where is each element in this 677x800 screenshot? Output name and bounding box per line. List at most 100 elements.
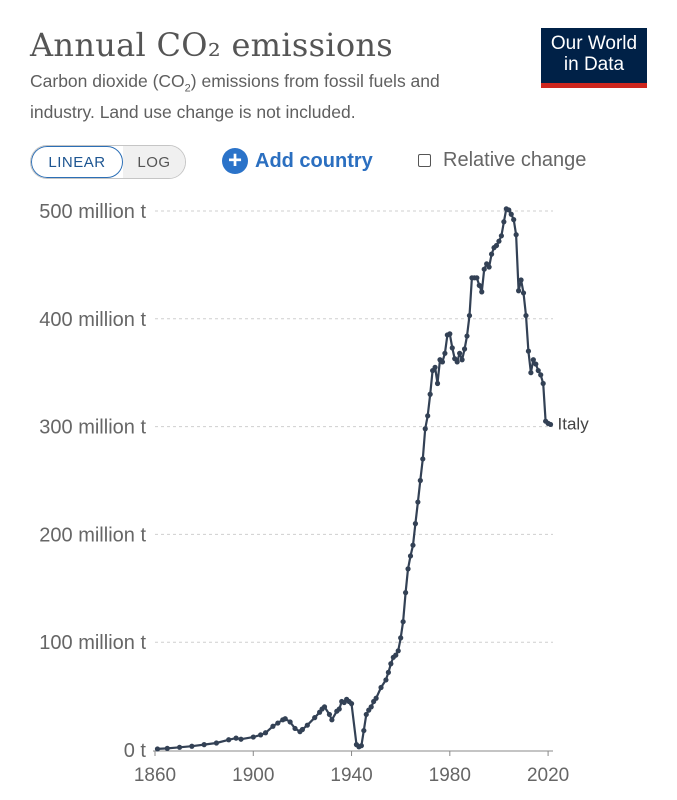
data-point xyxy=(506,207,512,213)
data-point xyxy=(535,367,541,374)
data-point xyxy=(498,233,505,239)
data-point xyxy=(442,350,448,356)
data-point xyxy=(250,734,256,740)
chart-series: Italy xyxy=(154,206,590,752)
data-point xyxy=(481,266,487,272)
x-tick-label: 1940 xyxy=(330,765,372,786)
data-point xyxy=(530,357,536,363)
plus-icon: + xyxy=(222,148,248,174)
data-point xyxy=(488,251,495,257)
data-point xyxy=(520,290,527,296)
data-point xyxy=(533,361,539,367)
data-point xyxy=(348,701,355,707)
data-point xyxy=(434,380,441,387)
data-point xyxy=(400,619,406,625)
data-point xyxy=(479,289,485,295)
log-scale-button[interactable]: LOG xyxy=(123,146,185,178)
data-point xyxy=(415,499,421,505)
data-point xyxy=(464,333,470,339)
data-point xyxy=(385,669,391,675)
data-point xyxy=(287,719,293,725)
data-point xyxy=(496,238,502,244)
linear-scale-button[interactable]: LINEAR xyxy=(31,146,123,178)
data-point xyxy=(388,661,394,667)
y-tick-label: 100 million t xyxy=(39,632,146,654)
data-point xyxy=(447,331,453,337)
data-point xyxy=(398,635,404,641)
data-point xyxy=(410,542,416,548)
data-point xyxy=(422,426,428,432)
data-point xyxy=(321,704,328,710)
x-tick-label: 1980 xyxy=(429,765,471,786)
data-point xyxy=(304,722,310,728)
data-point xyxy=(511,217,517,223)
chart-gridlines xyxy=(155,210,553,643)
logo-accent-bar xyxy=(541,83,647,88)
data-point xyxy=(501,219,507,225)
chart-subtitle: Carbon dioxide (CO2) emissions from foss… xyxy=(30,70,500,124)
data-point xyxy=(395,648,401,654)
data-point xyxy=(258,732,264,738)
data-point xyxy=(176,744,183,750)
subtitle-text-start: Carbon dioxide (CO xyxy=(30,71,185,91)
data-point xyxy=(476,282,482,288)
x-axis: 1860 1900 1940 1980 2020 xyxy=(134,750,569,786)
data-point xyxy=(474,275,480,281)
data-point xyxy=(528,370,534,376)
owid-logo[interactable]: Our World in Data xyxy=(541,28,647,88)
data-point xyxy=(513,232,519,238)
subtitle-text-end: ) emissions from fossil fuels and indust… xyxy=(30,71,440,122)
data-point xyxy=(412,521,419,527)
data-point xyxy=(508,211,514,217)
data-point xyxy=(466,312,473,319)
y-tick-label: 300 million t xyxy=(39,417,146,439)
data-point xyxy=(540,380,546,387)
data-point xyxy=(454,359,460,365)
series-line-italy xyxy=(157,207,551,750)
data-point xyxy=(493,242,500,249)
data-point xyxy=(432,364,438,370)
series-label-italy: Italy xyxy=(558,414,590,433)
data-point xyxy=(164,745,170,751)
data-point xyxy=(518,277,524,283)
data-point xyxy=(407,553,414,559)
subtitle-subscript: 2 xyxy=(184,82,191,95)
data-point xyxy=(270,723,276,729)
data-point xyxy=(213,740,220,746)
data-point xyxy=(373,695,379,701)
data-point xyxy=(358,743,364,749)
data-point xyxy=(402,590,409,596)
scale-toggle: LINEAR LOG xyxy=(30,145,186,179)
data-point xyxy=(420,456,426,462)
data-point xyxy=(329,717,335,723)
data-point xyxy=(299,726,306,733)
x-tick-label: 1860 xyxy=(134,765,176,786)
data-point xyxy=(189,743,195,749)
data-point xyxy=(516,288,522,294)
data-point xyxy=(459,357,465,363)
relative-change-checkbox[interactable]: Relative change xyxy=(418,149,586,172)
data-point xyxy=(417,477,423,484)
data-point xyxy=(486,264,492,270)
data-point xyxy=(523,312,529,319)
x-tick-label: 1900 xyxy=(232,765,274,786)
data-point xyxy=(368,704,374,710)
chart-title: Annual CO₂ emissions xyxy=(30,26,394,64)
relative-change-label: Relative change xyxy=(443,149,587,171)
data-point xyxy=(326,711,333,718)
data-point xyxy=(383,677,389,683)
data-point xyxy=(292,725,298,732)
data-point xyxy=(461,346,468,352)
data-point xyxy=(439,359,446,365)
y-tick-label: 200 million t xyxy=(39,524,146,546)
data-point xyxy=(312,715,318,721)
y-axis: 0 t 100 million t 200 million t 300 million… xyxy=(39,201,146,762)
data-point xyxy=(449,345,455,351)
data-point xyxy=(282,716,288,722)
data-point xyxy=(226,737,232,743)
data-point xyxy=(393,652,399,658)
add-country-button[interactable]: + Add country xyxy=(222,147,373,175)
x-tick-label: 2020 xyxy=(527,765,569,786)
y-tick-label: 500 million t xyxy=(39,201,146,223)
checkbox-icon xyxy=(418,154,431,167)
